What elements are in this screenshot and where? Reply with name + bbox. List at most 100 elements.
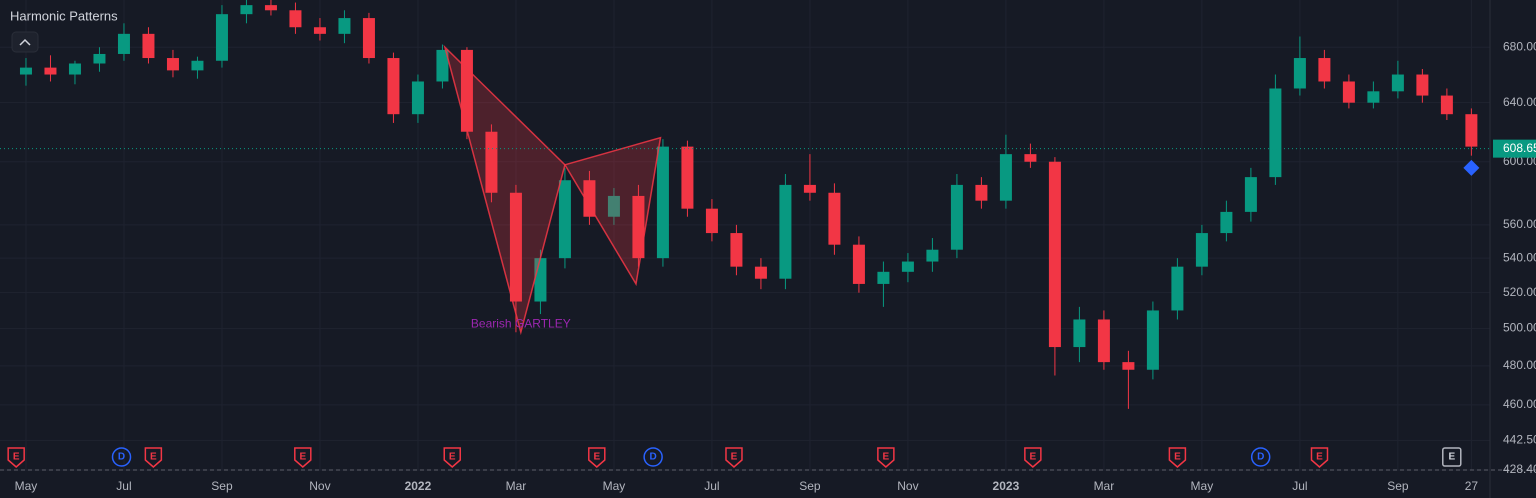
x-tick-label: Sep [1387,479,1409,493]
candle-body [1024,154,1037,162]
last-price-tag [1493,139,1536,158]
event-badge[interactable]: D [1250,447,1271,467]
x-tick-label: Jul [704,479,719,493]
last-price-label: 608.65 [1503,141,1536,155]
y-tick-label: 680.00 [1503,39,1536,53]
event-label: E [449,452,456,463]
x-tick-label: Jul [1292,479,1307,493]
candle-body [1220,211,1233,234]
y-tick-label: 460.00 [1503,397,1536,411]
event-icon [7,447,25,468]
candle-body [1146,310,1159,370]
event-badge[interactable]: E [294,447,312,468]
event-badge[interactable]: D [111,447,132,467]
candle-body [240,5,253,15]
candle-body [754,266,767,279]
y-tick-label: 560.00 [1503,217,1536,231]
candle-body [1391,74,1404,92]
candle-body [656,146,669,259]
candle-body [1465,114,1478,147]
y-tick-label: 640.00 [1503,95,1536,109]
x-tick-label: 2023 [993,479,1020,493]
candle-body [166,58,179,71]
candle-body [681,146,694,209]
x-tick-label: May [15,479,38,493]
candle-body [558,180,571,259]
event-label: E [13,452,20,463]
candle-body [436,49,449,82]
event-badge[interactable]: E [877,447,895,468]
event-badge[interactable]: E [1442,447,1462,467]
candle-body [1048,161,1061,348]
candle-body [852,244,865,284]
candle-body [877,271,890,284]
event-label: E [1448,452,1455,463]
candle-body [999,154,1012,201]
y-tick-label: 428.40 [1503,462,1536,476]
candle-body [1367,91,1380,103]
event-icon [877,447,895,468]
event-badge[interactable]: E [7,447,25,468]
event-label: E [883,452,890,463]
candle-body [215,14,228,61]
y-tick-label: 520.00 [1503,285,1536,299]
event-badge[interactable]: E [725,447,743,468]
event-label: E [731,452,738,463]
event-icon [1442,447,1462,467]
event-badge[interactable]: E [588,447,606,468]
candle-body [485,131,498,193]
candle-body [1244,177,1257,212]
x-tick-label: Nov [897,479,918,493]
candle-body [338,18,351,34]
candle-body [117,33,130,54]
event-badge[interactable]: E [144,447,163,468]
event-label: D [650,452,657,463]
event-badge[interactable]: D [643,447,663,467]
candle-body [1318,58,1331,82]
candle-body [362,18,375,59]
pattern-label: Bearish GARTLEY [471,316,571,330]
x-tick-label: Mar [506,479,527,493]
candle-body [1097,319,1110,363]
x-tick-label: May [603,479,626,493]
candle-body [1440,95,1453,115]
overlay: Bearish GARTLEY [0,44,1490,336]
collapse-button[interactable] [11,31,39,53]
event-icon [1024,447,1042,468]
event-label: E [593,452,600,463]
x-tick-label: 2022 [405,479,432,493]
event-icon [588,447,606,468]
candle-body [779,184,792,279]
candle-body [901,261,914,272]
candle-body [828,192,841,245]
x-tick-label: Nov [309,479,330,493]
candles [19,0,1478,409]
signal-marker [1463,159,1480,176]
candle-body [1342,81,1355,103]
event-badge[interactable]: E [1168,447,1187,468]
x-tick-label: Sep [211,479,233,493]
event-badge[interactable]: E [1024,447,1042,468]
y-tick-label: 540.00 [1503,250,1536,264]
event-badge[interactable]: E [443,447,461,468]
event-icon [725,447,743,468]
event-label: E [1030,452,1037,463]
event-label: E [1316,452,1323,463]
event-badge[interactable]: E [1310,447,1329,468]
candle-body [68,63,81,75]
event-label: D [1257,452,1264,463]
candle-body [411,81,424,115]
candle-body [1269,88,1282,178]
candle-body [1293,58,1306,89]
candle-body [387,58,400,115]
candle-body [975,184,988,201]
y-tick-label: 442.50 [1503,433,1536,447]
candle-body [93,53,106,64]
candle-body [264,5,277,11]
x-tick-label: May [1191,479,1214,493]
event-label: D [118,452,125,463]
candle-body [730,233,743,267]
